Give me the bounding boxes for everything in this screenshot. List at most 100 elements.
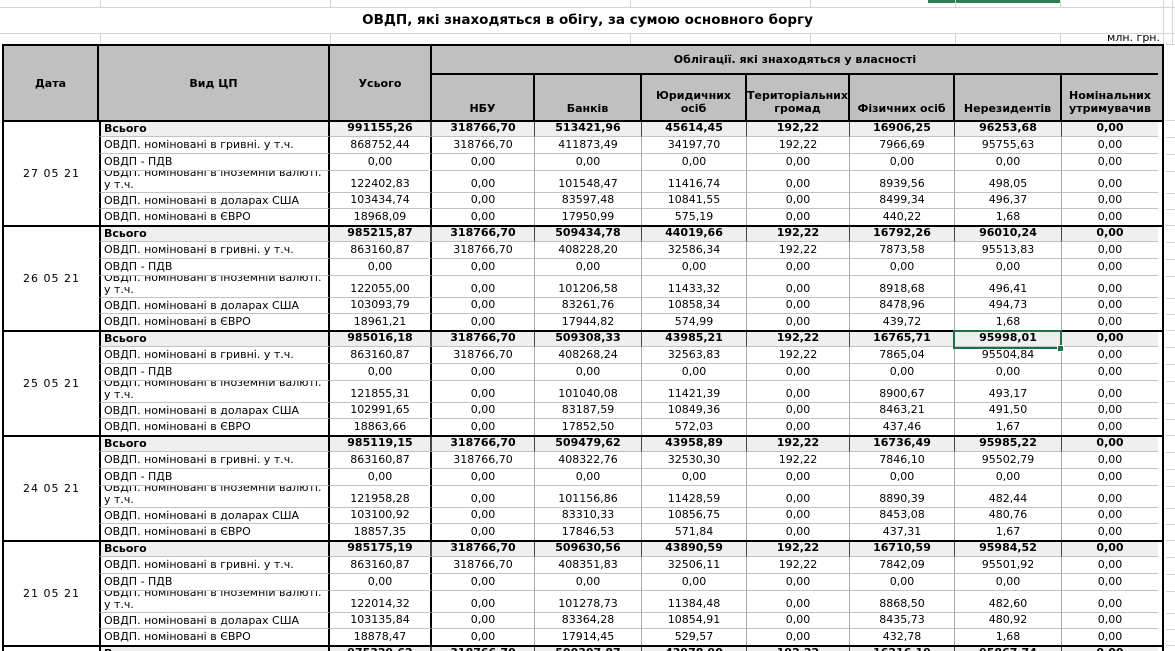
- row-label-cell[interactable]: Всього: [99, 332, 330, 347]
- value-cell[interactable]: 83597,48: [535, 193, 642, 209]
- value-cell[interactable]: 509479,62: [535, 437, 642, 452]
- value-cell[interactable]: 1,68: [955, 629, 1062, 645]
- value-cell[interactable]: 0,00: [432, 154, 535, 171]
- value-cell[interactable]: 83187,59: [535, 403, 642, 419]
- value-cell[interactable]: 318766,70: [432, 557, 535, 574]
- value-cell[interactable]: 0,00: [850, 154, 955, 171]
- value-cell[interactable]: 574,99: [642, 314, 747, 330]
- value-cell[interactable]: 408322,76: [535, 452, 642, 469]
- value-cell[interactable]: 43978,90: [642, 647, 747, 651]
- value-cell[interactable]: 0,00: [747, 259, 850, 276]
- value-cell[interactable]: 0,00: [1062, 227, 1158, 242]
- value-cell[interactable]: 0,00: [1062, 452, 1158, 469]
- row-label-cell[interactable]: ОВДП. номіновані в гривні. у т.ч.: [99, 242, 330, 259]
- value-cell[interactable]: 0,00: [747, 154, 850, 171]
- value-cell[interactable]: 863160,87: [330, 347, 432, 364]
- value-cell[interactable]: 0,00: [432, 613, 535, 629]
- value-cell[interactable]: 95755,63: [955, 137, 1062, 154]
- value-cell[interactable]: 0,00: [1097, 210, 1123, 223]
- value-cell[interactable]: 0,00: [330, 259, 432, 276]
- value-cell[interactable]: 0,00: [747, 403, 850, 419]
- value-cell[interactable]: 0,00: [1062, 137, 1158, 154]
- value-cell[interactable]: 0,00: [432, 508, 535, 524]
- value-cell[interactable]: 411873,49: [535, 137, 642, 154]
- date-cell[interactable]: 27 05 21: [23, 167, 80, 180]
- value-cell[interactable]: 95504,84: [955, 347, 1062, 364]
- value-cell[interactable]: 0,00: [642, 469, 747, 486]
- row-label-cell[interactable]: ОВДП. номіновані в іноземній валюті. у т…: [99, 381, 330, 403]
- value-cell[interactable]: 0,00: [535, 364, 642, 381]
- value-cell[interactable]: 7873,58: [850, 242, 955, 259]
- date-cell[interactable]: 24 05 21: [23, 482, 80, 495]
- value-cell[interactable]: 0,00: [642, 574, 747, 591]
- value-cell[interactable]: 0,00: [432, 574, 535, 591]
- value-cell[interactable]: 863160,87: [330, 242, 432, 259]
- value-cell[interactable]: 16765,71: [850, 332, 955, 347]
- row-label-cell[interactable]: ОВДП. номіновані в ЄВРО: [99, 314, 330, 330]
- header-nominal-holders[interactable]: Номінальних утримувачив: [1069, 89, 1151, 115]
- value-cell[interactable]: 0,00: [642, 259, 747, 276]
- value-cell[interactable]: 0,00: [432, 591, 535, 613]
- value-cell[interactable]: 318766,70: [432, 452, 535, 469]
- header-security-type[interactable]: Вид ЦП: [99, 46, 330, 120]
- value-cell[interactable]: 18857,35: [330, 524, 432, 540]
- value-cell[interactable]: 0,00: [1097, 315, 1123, 328]
- value-cell[interactable]: 32530,30: [642, 452, 747, 469]
- value-cell[interactable]: 0,00: [1097, 630, 1123, 643]
- value-cell[interactable]: 991155,26: [330, 122, 432, 137]
- value-cell[interactable]: 103100,92: [330, 508, 432, 524]
- value-cell[interactable]: 18968,09: [330, 209, 432, 225]
- value-cell[interactable]: 192,22: [747, 332, 850, 347]
- value-cell[interactable]: 0,00: [535, 574, 642, 591]
- value-cell[interactable]: 318766,70: [432, 227, 535, 242]
- value-cell[interactable]: 0,00: [432, 193, 535, 209]
- value-cell[interactable]: 480,76: [955, 508, 1062, 524]
- row-label-cell[interactable]: ОВДП. номіновані в доларах США: [99, 508, 330, 524]
- value-cell[interactable]: 439,72: [850, 314, 955, 330]
- header-nonresidents[interactable]: Нерезидентів: [955, 75, 1062, 120]
- value-cell[interactable]: 529,57: [642, 629, 747, 645]
- value-cell[interactable]: 101548,47: [535, 171, 642, 193]
- value-cell[interactable]: 0,00: [955, 364, 1062, 381]
- value-cell[interactable]: 0,00: [1062, 193, 1158, 209]
- value-cell[interactable]: 192,22: [747, 347, 850, 364]
- header-nbu[interactable]: НБУ: [432, 75, 535, 120]
- value-cell[interactable]: 0,00: [850, 259, 955, 276]
- value-cell[interactable]: 192,22: [747, 647, 850, 651]
- value-cell[interactable]: 103135,84: [330, 613, 432, 629]
- value-cell[interactable]: 95501,92: [955, 557, 1062, 574]
- value-cell[interactable]: 496,41: [955, 276, 1062, 298]
- value-cell[interactable]: 17852,50: [535, 419, 642, 435]
- value-cell[interactable]: 0,00: [1062, 364, 1158, 381]
- header-individuals[interactable]: Фізичних осіб: [850, 75, 955, 120]
- value-cell[interactable]: 0,00: [747, 613, 850, 629]
- value-cell[interactable]: 0,00: [432, 276, 535, 298]
- row-label-cell[interactable]: ОВДП - ПДВ: [99, 574, 330, 591]
- value-cell[interactable]: 0,00: [1062, 647, 1158, 651]
- header-banks[interactable]: Банків: [535, 75, 642, 120]
- value-cell[interactable]: 318766,70: [432, 137, 535, 154]
- value-cell[interactable]: 0,00: [747, 276, 850, 298]
- value-cell[interactable]: 0,00: [747, 574, 850, 591]
- value-cell[interactable]: 0,00: [432, 314, 535, 330]
- value-cell[interactable]: 96010,24: [955, 227, 1062, 242]
- value-cell[interactable]: 482,44: [955, 486, 1062, 508]
- value-cell[interactable]: 0,00: [1062, 486, 1158, 508]
- row-label-cell[interactable]: Всього: [99, 122, 330, 137]
- value-cell[interactable]: 8939,56: [850, 171, 955, 193]
- value-cell[interactable]: 0,00: [1062, 332, 1158, 347]
- value-cell[interactable]: 1,67: [955, 524, 1062, 540]
- row-label-cell[interactable]: ОВДП. номіновані в ЄВРО: [99, 419, 330, 435]
- value-cell[interactable]: 575,19: [642, 209, 747, 225]
- value-cell[interactable]: 0,00: [1062, 259, 1158, 276]
- value-cell[interactable]: 0,00: [1062, 171, 1158, 193]
- value-cell[interactable]: 408351,83: [535, 557, 642, 574]
- value-cell[interactable]: 0,00: [432, 171, 535, 193]
- value-cell[interactable]: 121855,31: [330, 381, 432, 403]
- row-label-cell[interactable]: Всього: [99, 437, 330, 452]
- header-ownership-group[interactable]: Облігації. які знаходяться у власності: [432, 46, 1158, 75]
- value-cell[interactable]: 16216,19: [850, 647, 955, 651]
- value-cell[interactable]: 513421,96: [535, 122, 642, 137]
- value-cell[interactable]: 572,03: [642, 419, 747, 435]
- row-label-cell[interactable]: ОВДП. номіновані в доларах США: [99, 193, 330, 209]
